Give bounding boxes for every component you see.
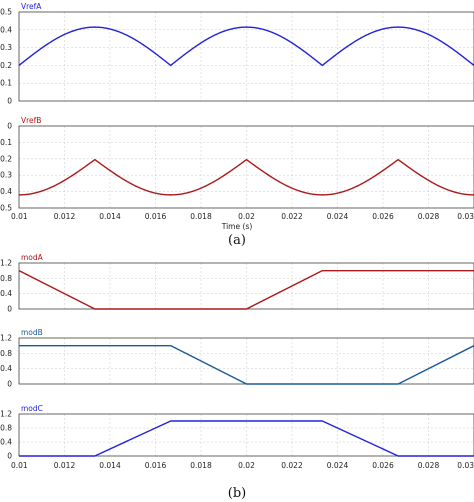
series-line-modb: [19, 344, 474, 385]
x-tick-label: 0.028: [418, 461, 440, 470]
x-tick-label: 0.012: [54, 212, 76, 221]
panel-modb: 0 0.4 0.8 1.2 modB: [0, 328, 474, 389]
series-label: VrefB: [21, 116, 41, 125]
panel-modc: 0 0.4 0.8 1.2 modC 0.01 0.012 0.014 0.016 0.018 0.…: [0, 404, 474, 470]
series-label: modA: [21, 253, 44, 262]
x-tick-label: 0.03: [457, 212, 474, 221]
plot-frame: [18, 125, 474, 209]
y-tick-label: 0: [7, 122, 12, 131]
y-tick-label: 0: [7, 380, 12, 389]
y-tick-label: 0.4: [0, 438, 12, 447]
series-label: modB: [21, 328, 43, 337]
y-tick-label: 0.4: [0, 364, 12, 373]
y-tick-label: 0: [7, 452, 12, 461]
y-tick-label: 0.8: [0, 274, 12, 283]
x-tick-label: 0.02: [238, 461, 255, 470]
plot-frame: [18, 11, 474, 102]
series-label: modC: [21, 404, 43, 413]
y-tick-label: 0.3: [0, 43, 12, 52]
x-tick-label: 0.02: [238, 212, 255, 221]
series-line-vrefa: [18, 26, 474, 67]
series-line-vrefb: [19, 158, 474, 196]
y-tick-label: 0.8: [0, 424, 12, 433]
series-label: VrefA: [21, 2, 42, 11]
x-tick-label: 0.01: [11, 212, 28, 221]
y-tick-label: -0.1: [0, 138, 12, 147]
y-tick-label: -0.4: [0, 187, 12, 196]
x-tick-label: 0.014: [99, 212, 121, 221]
plot-frame: [18, 262, 474, 310]
y-tick-label: 1.2: [0, 334, 12, 343]
x-tick-label: 0.016: [145, 461, 167, 470]
y-tick-label: 0: [7, 97, 12, 106]
series-line-moda: [18, 269, 474, 310]
caption-b: (b): [228, 486, 246, 501]
x-tick-label: 0.016: [145, 212, 167, 221]
panel-moda: 0 0.4 0.8 1.2 modA: [0, 253, 474, 314]
panel-vrefa: 0 0.1 0.2 0.3 0.4 0.5 VrefA: [0, 2, 474, 106]
x-tick-label: 0.024: [327, 461, 349, 470]
y-tick-label: -0.5: [0, 204, 12, 213]
x-axis-label: Time (s): [221, 222, 253, 231]
x-tick-label: 0.026: [372, 461, 394, 470]
x-tick-label: 0.03: [457, 461, 474, 470]
x-tick-label: 0.018: [190, 212, 212, 221]
y-tick-label: 1.2: [0, 259, 12, 268]
y-tick-label: -0.2: [0, 154, 12, 163]
y-tick-label: 0.2: [0, 61, 12, 70]
x-tick-label: 0.026: [372, 212, 394, 221]
plot-frame: [18, 413, 474, 457]
plot-frame: [18, 337, 474, 385]
chart-panels: 0 0.1 0.2 0.3 0.4 0.5 VrefA 0 -0.1 -0.2 -0.3 -0.4 -0…: [0, 2, 474, 470]
y-tick-label: 0.5: [0, 8, 12, 17]
y-tick-label: 0: [7, 305, 12, 314]
y-tick-label: 1.2: [0, 410, 12, 419]
x-tick-label: 0.012: [54, 461, 76, 470]
y-tick-label: 0.4: [0, 289, 12, 298]
x-tick-label: 0.022: [281, 212, 303, 221]
series-line-modc: [19, 420, 474, 457]
x-tick-label: 0.028: [418, 212, 440, 221]
x-tick-label: 0.024: [327, 212, 349, 221]
caption-a: (a): [228, 233, 246, 248]
y-tick-label: -0.3: [0, 171, 12, 180]
x-tick-label: 0.018: [190, 461, 212, 470]
x-tick-label: 0.01: [11, 461, 28, 470]
y-tick-label: 0.4: [0, 25, 12, 34]
panel-vrefb: 0 -0.1 -0.2 -0.3 -0.4 -0.5 VrefB 0.01 0.012 0.014…: [0, 116, 474, 231]
x-tick-label: 0.022: [281, 461, 303, 470]
x-tick-label: 0.014: [99, 461, 121, 470]
y-tick-label: 0.1: [0, 79, 12, 88]
y-tick-label: 0.8: [0, 349, 12, 358]
